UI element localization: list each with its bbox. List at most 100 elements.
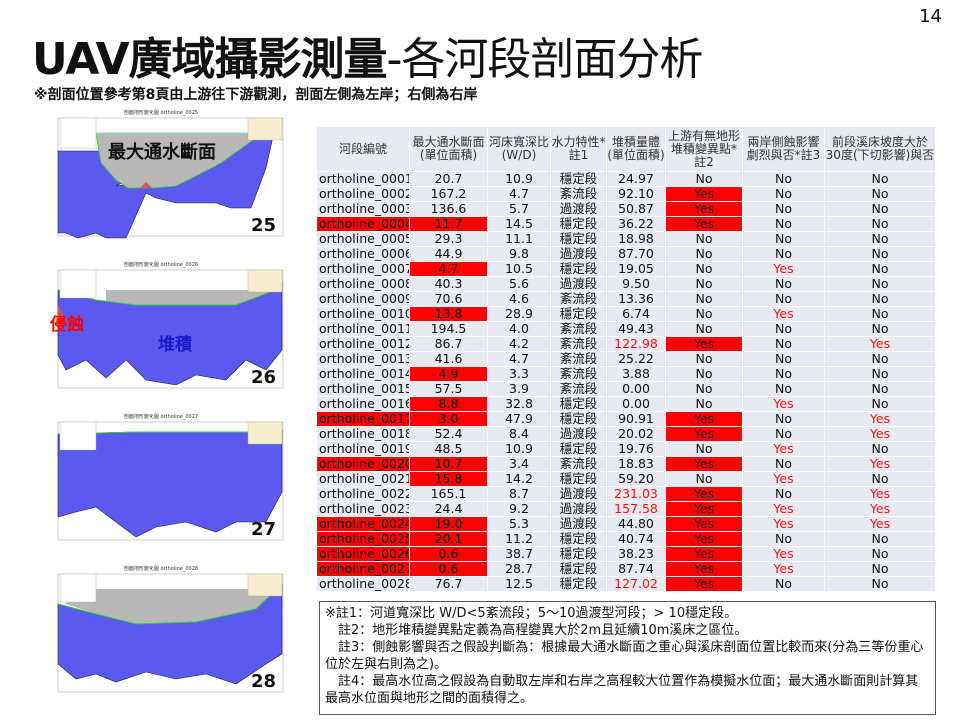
cell-hydraulic: 穩定段	[551, 562, 606, 576]
cell-volume: 122.98	[607, 337, 665, 351]
table-row: ortholine_0011 194.5 4.0 紊流段 49.43 No No No	[317, 322, 935, 336]
cell-wd-ratio: 3.9	[488, 382, 550, 396]
cell-hydraulic: 過渡段	[551, 517, 606, 531]
cell-volume: 3.88	[607, 367, 665, 381]
cell-wd-ratio: 38.7	[488, 547, 550, 561]
cell-hydraulic: 過渡段	[551, 487, 606, 501]
cell-wd-ratio: 3.3	[488, 367, 550, 381]
erosion-area	[140, 182, 152, 188]
table-row: ortholine_0013 41.6 4.7 紊流段 25.22 No No No	[317, 352, 935, 366]
cell-volume: 13.36	[607, 292, 665, 306]
col-header: 堆積量體(單位面積)	[607, 127, 665, 171]
cell-max-area: 20.7	[410, 172, 487, 186]
table-row: ortholine_0021 15.8 14.2 穩定段 59.20 No Yes No	[317, 472, 935, 486]
cell-volume: 44.80	[607, 517, 665, 531]
cell-volume: 20.02	[607, 427, 665, 441]
cell-name: ortholine_0012	[317, 337, 409, 351]
cell-wd-ratio: 4.2	[488, 337, 550, 351]
cell-name: ortholine_0023	[317, 502, 409, 516]
cell-upstream: Yes	[666, 547, 742, 561]
cell-max-area: 70.6	[410, 292, 487, 306]
cell-name: ortholine_0004	[317, 217, 409, 231]
profile-chart-28: 剖面地形變化圖 ortholine_0028 28	[36, 564, 286, 702]
cell-name: ortholine_0024	[317, 517, 409, 531]
cell-wd-ratio: 9.8	[488, 247, 550, 261]
cell-volume: 127.02	[607, 577, 665, 591]
cell-upstream: Yes	[666, 562, 742, 576]
cell-volume: 157.58	[607, 502, 665, 516]
col-header: 最大通水斷面(單位面積)	[410, 127, 487, 171]
cell-volume: 36.22	[607, 217, 665, 231]
notes-box: ※註1：河道寬深比 W/D<5紊流段；5～10過渡型河段；> 10穩定段。 註2…	[319, 601, 936, 715]
cell-name: ortholine_0006	[317, 247, 409, 261]
cell-hydraulic: 紊流段	[551, 457, 606, 471]
cell-volume: 18.83	[607, 457, 665, 471]
cell-bank-erosion: No	[743, 292, 824, 306]
chart-number: 25	[250, 215, 276, 236]
cell-slope: No	[825, 247, 935, 261]
cell-upstream: No	[666, 292, 742, 306]
cell-slope: Yes	[825, 457, 935, 471]
table-row: ortholine_0026 0.6 38.7 穩定段 38.23 Yes Yes No	[317, 547, 935, 561]
cell-name: ortholine_0015	[317, 382, 409, 396]
cell-wd-ratio: 47.9	[488, 412, 550, 426]
cell-bank-erosion: No	[743, 487, 824, 501]
table-row: ortholine_0018 52.4 8.4 過渡段 20.02 Yes No Yes	[317, 427, 935, 441]
cell-wd-ratio: 8.7	[488, 487, 550, 501]
cell-volume: 90.91	[607, 412, 665, 426]
cell-hydraulic: 過渡段	[551, 202, 606, 216]
table-row: ortholine_0008 40.3 5.6 過渡段 9.50 No No No	[317, 277, 935, 291]
cell-hydraulic: 過渡段	[551, 247, 606, 261]
cell-max-area: 41.6	[410, 352, 487, 366]
table-row: ortholine_0019 48.5 10.9 穩定段 19.76 No Yes No	[317, 442, 935, 456]
cell-slope: Yes	[825, 412, 935, 426]
cell-bank-erosion: No	[743, 247, 824, 261]
profile-chart-25: 剖面地形變化圖 ortholine_0025 最大通水斷面 25	[36, 108, 286, 246]
water-area	[66, 589, 276, 624]
cell-name: ortholine_0007	[317, 262, 409, 276]
cell-upstream: No	[666, 442, 742, 456]
cell-hydraulic: 穩定段	[551, 397, 606, 411]
cell-name: ortholine_0019	[317, 442, 409, 456]
cell-slope: No	[825, 472, 935, 486]
cell-bank-erosion: No	[743, 202, 824, 216]
cell-slope: No	[825, 187, 935, 201]
cell-bank-erosion: No	[743, 187, 824, 201]
cell-slope: No	[825, 202, 935, 216]
table-row: ortholine_0024 19.0 5.3 過渡段 44.80 Yes Yes Yes	[317, 517, 935, 531]
cell-max-area: 24.4	[410, 502, 487, 516]
cell-wd-ratio: 11.1	[488, 232, 550, 246]
cell-upstream: No	[666, 472, 742, 486]
cell-max-area: 52.4	[410, 427, 487, 441]
cell-hydraulic: 過渡段	[551, 502, 606, 516]
cell-slope: Yes	[825, 517, 935, 531]
cell-volume: 231.03	[607, 487, 665, 501]
table-row: ortholine_0017 3.0 47.9 穩定段 90.91 Yes No Yes	[317, 412, 935, 426]
cell-slope: No	[825, 217, 935, 231]
cell-volume: 87.74	[607, 562, 665, 576]
cell-hydraulic: 穩定段	[551, 232, 606, 246]
cell-name: ortholine_0017	[317, 412, 409, 426]
cell-upstream: Yes	[666, 457, 742, 471]
cell-volume: 38.23	[607, 547, 665, 561]
cell-max-area: 19.0	[410, 517, 487, 531]
cell-wd-ratio: 9.2	[488, 502, 550, 516]
table-row: ortholine_0009 70.6 4.6 紊流段 13.36 No No No	[317, 292, 935, 306]
table-row: ortholine_0012 86.7 4.2 紊流段 122.98 Yes No Yes	[317, 337, 935, 351]
chart-title: 剖面地形變化圖 ortholine_0025	[123, 110, 199, 116]
cell-name: ortholine_0027	[317, 562, 409, 576]
chart-number: 28	[250, 671, 276, 692]
cell-max-area: 4.7	[410, 262, 487, 276]
table-row: ortholine_0002 167.2 4.7 紊流段 92.10 Yes No No	[317, 187, 935, 201]
cell-upstream: Yes	[666, 517, 742, 531]
cell-volume: 87.70	[607, 247, 665, 261]
cell-max-area: 136.6	[410, 202, 487, 216]
cell-bank-erosion: No	[743, 277, 824, 291]
cell-wd-ratio: 14.5	[488, 217, 550, 231]
cell-wd-ratio: 10.5	[488, 262, 550, 276]
cell-max-area: 48.5	[410, 442, 487, 456]
table-row: ortholine_0025 20.1 11.2 穩定段 40.74 Yes No No	[317, 532, 935, 546]
cell-max-area: 86.7	[410, 337, 487, 351]
cell-slope: No	[825, 352, 935, 366]
chart-plot	[57, 269, 284, 389]
